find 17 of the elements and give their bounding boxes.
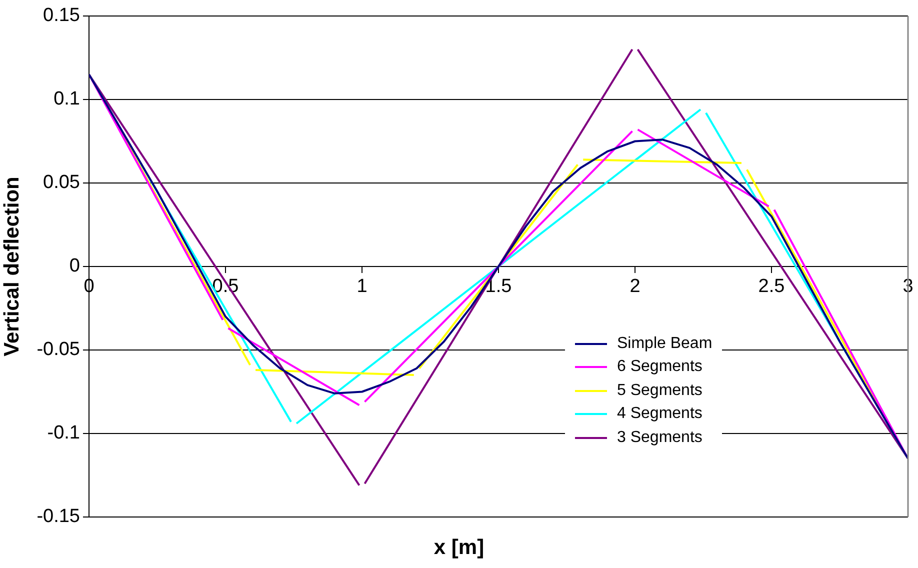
y-tick-label: 0 xyxy=(69,256,80,277)
legend-label: 5 Segments xyxy=(617,382,702,400)
y-tick-label: -0.1 xyxy=(47,422,80,444)
y-tick-label: 0.15 xyxy=(43,5,80,26)
x-axis-title: x [m] xyxy=(432,536,486,560)
legend-label: 4 Segments xyxy=(617,405,702,424)
y-tick-label: 0.1 xyxy=(54,88,80,110)
x-tick-label: 2.5 xyxy=(758,276,785,298)
legend-label: Simple Beam xyxy=(617,334,712,353)
y-tick-label: -0.05 xyxy=(36,339,80,360)
x-tick-label: 1 xyxy=(356,276,368,298)
y-tick-label: 0.05 xyxy=(43,172,80,194)
legend-label: 6 Segments xyxy=(617,358,702,376)
y-tick-label: -0.15 xyxy=(36,506,80,528)
y-axis-title: Vertical deflection xyxy=(0,176,24,356)
legend-label: 3 Segments xyxy=(617,428,702,447)
x-tick-label: 2 xyxy=(630,276,640,298)
